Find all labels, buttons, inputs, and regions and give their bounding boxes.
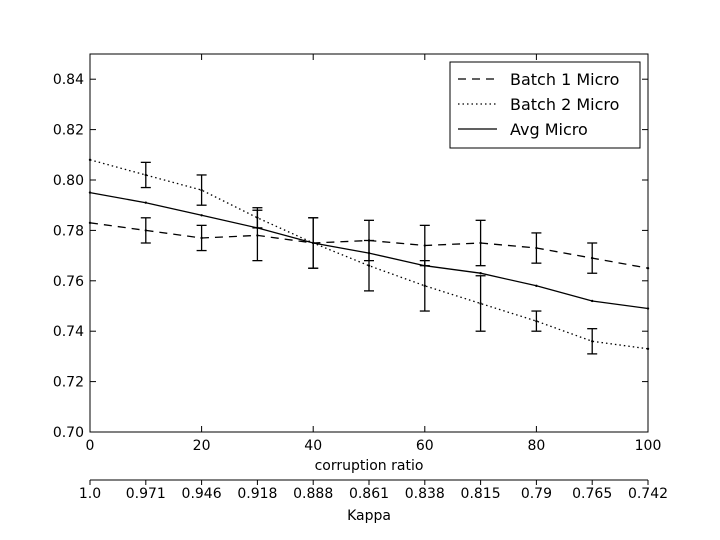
y-tick-label: 0.80 xyxy=(53,173,84,189)
x-axis-label: corruption ratio xyxy=(315,458,424,474)
y-axis: 0.70 0.72 0.74 0.76 0.78 0.80 0.82 0.84 xyxy=(53,72,648,441)
data-point-1 xyxy=(646,347,650,351)
kappa-tick-label: 0.888 xyxy=(293,486,333,502)
kappa-tick-label: 0.861 xyxy=(349,486,389,502)
data-point-2 xyxy=(423,264,426,267)
x-tick-label: 20 xyxy=(193,438,211,454)
data-point-2 xyxy=(200,214,203,217)
y-tick-label: 0.82 xyxy=(53,123,84,139)
kappa-tick-label: 0.946 xyxy=(182,486,222,502)
kappa-axis: 1.0 0.971 0.946 0.918 0.888 0.861 0.838 0.815 0.… xyxy=(79,480,668,502)
legend: Batch 1 Micro Batch 2 Micro Avg Micro xyxy=(449,61,641,149)
chart-marks xyxy=(88,158,650,355)
x-tick-label: 100 xyxy=(635,438,662,454)
kappa-tick-label: 0.742 xyxy=(628,486,668,502)
kappa-tick-label: 0.918 xyxy=(237,486,277,502)
kappa-tick-label: 0.815 xyxy=(461,486,501,502)
kappa-tick-label: 0.971 xyxy=(126,486,166,502)
kappa-tick-label: 0.79 xyxy=(521,486,552,502)
data-point-2 xyxy=(88,191,92,194)
x-tick-label: 80 xyxy=(527,438,545,454)
data-point-2 xyxy=(256,226,259,230)
x-axis: 0 20 40 60 80 100 xyxy=(86,54,662,454)
y-tick-label: 0.78 xyxy=(53,223,84,239)
data-point-2 xyxy=(367,251,371,255)
x-tick-label: 60 xyxy=(416,438,434,454)
data-point-2 xyxy=(144,201,147,204)
y-tick-label: 0.70 xyxy=(53,425,84,441)
x-tick-label: 40 xyxy=(304,438,322,454)
kappa-tick-label: 1.0 xyxy=(79,486,101,502)
legend-label: Avg Micro xyxy=(510,120,588,139)
data-point-2 xyxy=(479,272,482,275)
data-point-0 xyxy=(88,221,92,225)
series-line-1 xyxy=(89,159,649,350)
data-point-2 xyxy=(535,284,538,288)
kappa-tick-label: 0.838 xyxy=(405,486,445,502)
y-tick-label: 0.84 xyxy=(53,72,84,88)
legend-label: Batch 2 Micro xyxy=(510,95,619,114)
data-point-0 xyxy=(646,267,650,270)
y-tick-label: 0.76 xyxy=(53,274,84,290)
legend-label: Batch 1 Micro xyxy=(510,70,619,89)
legend-box xyxy=(449,61,641,149)
y-tick-label: 0.72 xyxy=(53,375,84,391)
data-point-1 xyxy=(88,158,92,162)
y-tick-label: 0.74 xyxy=(53,324,84,340)
data-point-2 xyxy=(591,299,594,303)
data-point-2 xyxy=(646,307,650,310)
data-point-2 xyxy=(312,241,315,245)
kappa-tick-label: 0.765 xyxy=(572,486,612,502)
kappa-axis-label: Kappa xyxy=(347,508,391,524)
x-tick-label: 0 xyxy=(86,438,95,454)
